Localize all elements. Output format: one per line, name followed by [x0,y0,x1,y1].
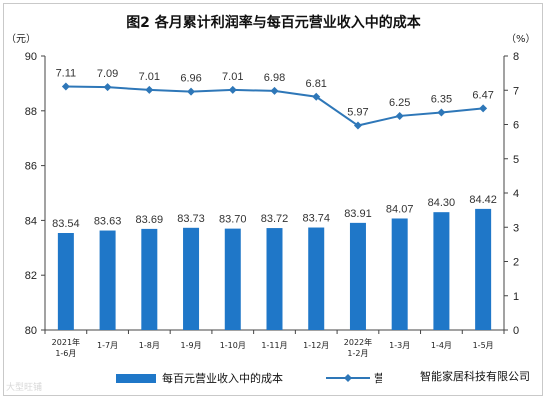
right-tick-label: 0 [513,325,519,337]
x-tick-label: 1-11月 [261,341,287,350]
legend-item-bar: 每百元营业收入中的成本 [116,370,283,386]
bar-value-label: 83.54 [52,218,80,230]
line-point [145,85,154,94]
left-tick-label: 84 [25,215,37,227]
line-value-label: 7.11 [56,67,77,79]
right-tick-label: 2 [513,257,519,269]
bar [266,228,283,330]
line-point [353,121,362,130]
bar [391,218,408,330]
line-data-labels: 7.11 7.09 7.01 6.96 7.01 6.98 6.81 5.97 6.25 6.35… [56,67,494,118]
x-tick-label: 1-4月 [431,341,452,350]
x-tick-label: 1-2月 [347,349,368,358]
bar-data-labels: 83.54 83.63 83.69 83.73 83.70 83.72 83.74 83.91… [52,194,497,230]
x-tick-label: 2022年 [344,337,372,347]
line-value-label: 6.35 [431,94,452,106]
x-tick-label: 2021年 [52,337,80,347]
x-tick-label: 1-5月 [473,341,494,350]
bar [141,228,158,330]
left-tick-label: 86 [25,161,37,173]
bar [433,212,450,330]
line-point [395,111,404,120]
chart-title: 图2 各月累计利润率与每百元营业收入中的成本 [126,15,421,31]
line-value-label: 6.98 [264,72,285,84]
bar-value-label: 84.30 [428,197,456,209]
watermark-right: 智能家居科技有限公司 [382,368,530,384]
bar [349,222,366,330]
left-tick-label: 88 [25,106,37,118]
x-tick-label: 1-10月 [220,341,246,350]
right-tick-label: 8 [513,51,519,63]
bar [183,227,200,330]
left-tick-label: 80 [25,325,37,337]
line-point [61,82,70,91]
left-tick-label: 90 [25,51,37,63]
line-point [187,87,196,96]
bar [57,233,74,330]
line-point [228,85,237,94]
right-tick-label: 1 [513,291,519,303]
right-tick-label: 3 [513,222,519,234]
right-tick-label: 5 [513,154,519,166]
legend-bar-swatch [116,373,156,383]
x-tick-label: 1-6月 [55,349,76,358]
bar-value-label: 84.07 [386,203,414,215]
bar-value-label: 83.73 [177,213,205,225]
line-point [437,108,446,117]
right-tick-label: 6 [513,120,519,132]
bar-series [57,208,492,330]
bar [99,230,116,330]
line-value-label: 5.97 [347,107,368,119]
legend-line-swatch [326,374,370,382]
line-value-label: 6.47 [472,89,493,101]
bar-value-label: 83.72 [261,213,289,225]
line-value-label: 7.01 [139,71,160,83]
bar-value-label: 83.70 [219,214,247,226]
bar [224,228,241,330]
left-axis-unit: （元） [6,33,36,45]
left-tick-label: 82 [25,270,37,282]
bar-value-label: 83.91 [344,208,372,220]
bar-value-label: 83.74 [302,213,330,225]
bar-value-label: 84.42 [469,194,497,206]
line-point [270,86,279,95]
left-axis-ticks: 80 82 84 86 88 90 [25,51,45,337]
line-value-label: 7.09 [97,68,118,80]
watermark-left: 大型旺铺 [6,383,43,393]
right-tick-label: 7 [513,85,519,97]
right-axis-ticks: 0 1 2 3 4 5 6 7 8 [504,51,519,337]
right-tick-label: 4 [513,188,519,200]
line-value-label: 7.01 [222,71,243,83]
line-point [312,92,321,101]
right-axis-unit: （%） [506,33,536,45]
line-point [103,83,112,92]
line-series [61,82,488,130]
bar [475,208,492,330]
x-tick-label: 1-12月 [303,341,329,350]
line-value-label: 6.81 [306,78,327,90]
legend-bar-label: 每百元营业收入中的成本 [162,372,283,385]
x-axis-ticks: 2021年 1-6月 1-7月 1-8月 1-9月 1-10月 1-11月 1-12月 2022… [44,330,505,358]
x-tick-label: 1-8月 [139,341,160,350]
bar [308,227,325,330]
bar-value-label: 83.63 [94,216,122,228]
line-point [479,104,488,113]
x-tick-label: 1-3月 [389,341,410,350]
line-value-label: 6.96 [180,73,201,85]
bar-value-label: 83.69 [136,214,164,226]
x-tick-label: 1-7月 [97,341,118,350]
x-tick-label: 1-9月 [181,341,202,350]
watermark-right-text: 智能家居科技有限公司 [420,370,530,383]
line-value-label: 6.25 [389,97,410,109]
